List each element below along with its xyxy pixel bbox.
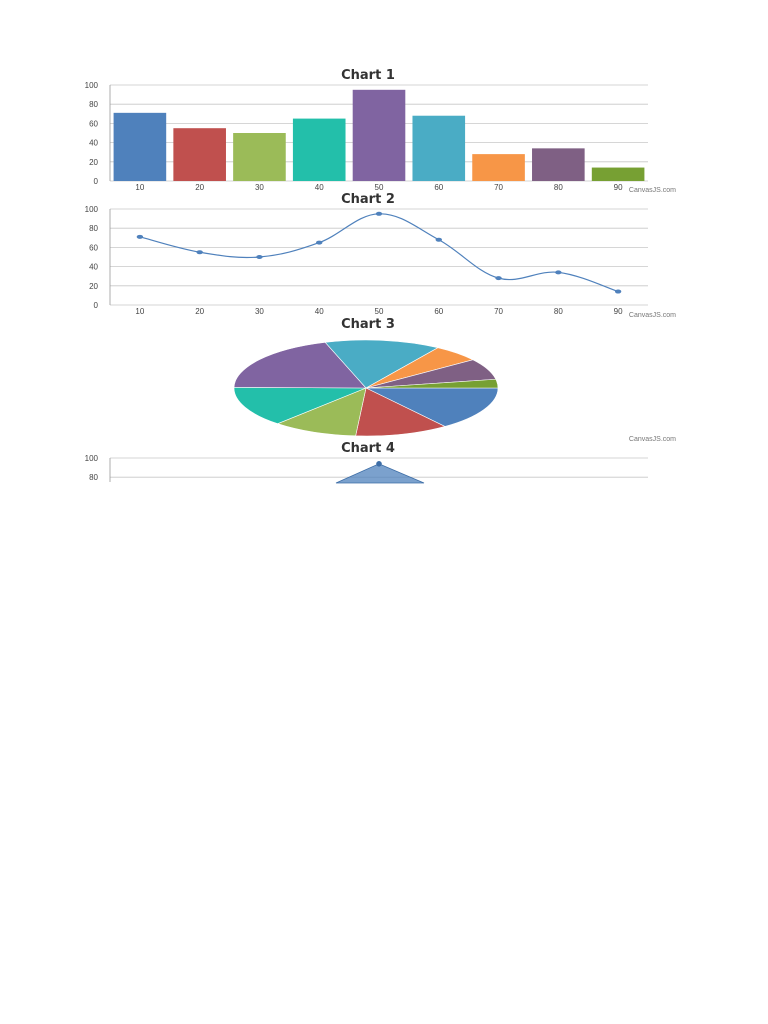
chart-4-y-tick-label: 80 — [89, 473, 98, 482]
chart-2-point — [196, 250, 203, 255]
chart-2-point — [136, 234, 144, 239]
chart-2-point — [316, 240, 323, 245]
chart-1-bar — [233, 133, 286, 181]
chart-2-series-line — [139, 213, 619, 293]
chart-2-title: Chart 2 — [341, 192, 395, 207]
chart-4: Chart 4 80 100 — [85, 441, 648, 484]
chart-2-y-tick-label: 60 — [89, 243, 98, 252]
chart-3-slice — [233, 387, 367, 424]
chart-1-y-tick-label: 0 — [94, 177, 99, 186]
chart-1-y-tick-label: 20 — [89, 158, 98, 167]
chart-2-x-tick-label: 30 — [255, 307, 264, 316]
chart-1-x-tick-label: 70 — [494, 183, 503, 192]
chart-2-x-axis: 10 20 30 40 50 60 70 80 90 — [135, 307, 623, 316]
chart-1-bar — [532, 148, 585, 181]
chart-1-bar — [292, 118, 346, 181]
chart-1-x-tick-label: 20 — [195, 183, 204, 192]
chart-1-credit: CanvasJS.com — [629, 187, 676, 194]
chart-1-bar — [352, 89, 406, 181]
chart-2-x-tick-label: 70 — [494, 307, 503, 316]
chart-3-slice — [276, 387, 367, 437]
chart-1-x-tick-label: 80 — [554, 183, 563, 192]
chart-1-x-axis: 10 20 30 40 50 60 70 80 90 — [135, 183, 623, 192]
chart-3-credit: CanvasJS.com — [629, 436, 676, 443]
chart-2-point — [495, 276, 502, 281]
chart-1-x-tick-label: 50 — [375, 183, 384, 192]
chart-4-peak-point — [376, 461, 382, 467]
chart-3: Chart 3 CanvasJS.com — [233, 317, 676, 443]
chart-4-y-tick-label: 100 — [85, 454, 99, 463]
chart-3-title: Chart 3 — [341, 317, 395, 332]
chart-1-x-tick-label: 90 — [614, 183, 623, 192]
chart-2-point — [375, 211, 383, 216]
chart-2-gridlines — [110, 208, 648, 306]
chart-1-bars — [113, 89, 645, 181]
chart-1-title: Chart 1 — [341, 68, 395, 83]
chart-1-y-tick-label: 80 — [89, 100, 98, 109]
chart-1-bar — [412, 115, 466, 181]
chart-2-y-tick-label: 80 — [89, 224, 98, 233]
chart-3-slice — [365, 387, 499, 427]
chart-2-points — [136, 211, 622, 294]
chart-2-y-axis: 0 20 40 60 80 100 — [85, 205, 111, 310]
chart-2-x-tick-label: 80 — [554, 307, 563, 316]
chart-2-x-tick-label: 10 — [135, 307, 144, 316]
chart-2-y-tick-label: 20 — [89, 282, 98, 291]
chart-1-bar — [591, 167, 645, 181]
chart-3-slices — [233, 339, 499, 437]
chart-2-x-tick-label: 90 — [614, 307, 623, 316]
chart-3-slice — [324, 339, 439, 389]
chart-1-bar — [472, 154, 525, 181]
chart-2-y-tick-label: 100 — [85, 205, 99, 214]
chart-2-y-tick-label: 40 — [89, 263, 98, 272]
chart-3-slice — [355, 387, 446, 437]
chart-1-bar — [113, 112, 167, 181]
chart-2-point — [614, 289, 622, 294]
chart-2-x-tick-label: 20 — [195, 307, 204, 316]
chart-2-y-tick-label: 0 — [94, 301, 99, 310]
chart-2-credit: CanvasJS.com — [629, 312, 676, 319]
chart-1-x-tick-label: 40 — [315, 183, 324, 192]
chart-1-y-axis: 0 20 40 60 80 100 — [85, 81, 111, 186]
chart-1-x-tick-label: 30 — [255, 183, 264, 192]
chart-2-x-tick-label: 60 — [434, 307, 443, 316]
chart-4-area — [335, 463, 425, 484]
chart-2-x-tick-label: 40 — [315, 307, 324, 316]
chart-2-point — [256, 255, 263, 259]
chart-4-title: Chart 4 — [341, 441, 395, 456]
chart-3-slice — [233, 342, 367, 389]
chart-1-bar — [173, 128, 226, 181]
chart-1-x-tick-label: 10 — [135, 183, 144, 192]
chart-1-y-tick-label: 60 — [89, 119, 98, 128]
chart-1-y-tick-label: 100 — [85, 81, 99, 90]
chart-2-point — [555, 270, 562, 275]
chart-2-point — [435, 237, 442, 242]
chart-4-y-axis: 80 100 — [85, 454, 111, 482]
chart-2-x-tick-label: 50 — [375, 307, 384, 316]
chart-1-x-tick-label: 60 — [434, 183, 443, 192]
chart-1-y-tick-label: 40 — [89, 139, 98, 148]
chart-3-slice — [365, 378, 499, 389]
